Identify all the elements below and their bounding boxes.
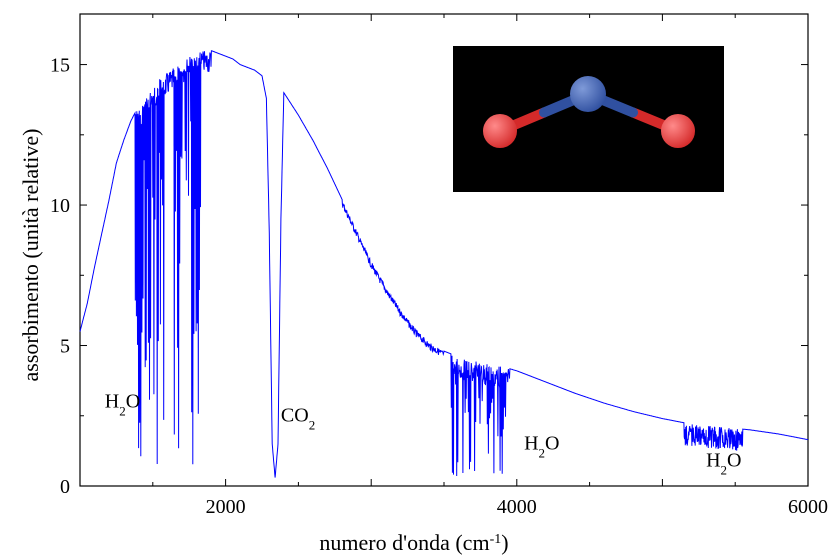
- y-tick-label: 5: [60, 336, 70, 358]
- oxygen-atom-left: [483, 114, 517, 148]
- plot-area: [79, 50, 808, 478]
- oxygen-atom-right: [661, 114, 695, 148]
- x-tick-label: 4000: [497, 496, 537, 518]
- y-axis-title: assorbimento (unità relative): [18, 129, 43, 382]
- spectrum-series-line: [79, 50, 808, 478]
- x-tick-label: 6000: [788, 496, 828, 518]
- annotation-co2: CO2: [281, 404, 315, 432]
- axes: 2000 4000 6000 0 5 10 15: [50, 13, 828, 518]
- x-axis-title: numero d'onda (cm-1): [319, 530, 508, 555]
- x-tick-label: 2000: [206, 496, 246, 518]
- nitrogen-atom: [570, 76, 606, 112]
- y-tick-label: 15: [50, 55, 70, 77]
- annotation-h2o-3: H2O: [706, 449, 741, 477]
- annotations: H2O CO2 H2O H2O: [105, 390, 742, 477]
- y-tick-label: 10: [50, 195, 70, 217]
- annotation-h2o-1: H2O: [105, 390, 140, 418]
- y-tick-label: 0: [60, 476, 70, 498]
- annotation-h2o-2: H2O: [524, 432, 559, 460]
- molecule-inset: [453, 46, 724, 192]
